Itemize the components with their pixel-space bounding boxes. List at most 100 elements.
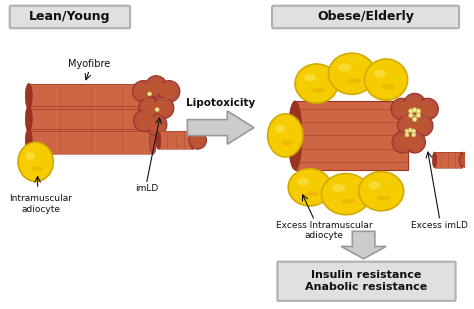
Text: Excess Intramuscular
adiocyte: Excess Intramuscular adiocyte xyxy=(276,221,373,240)
FancyBboxPatch shape xyxy=(9,6,130,28)
Ellipse shape xyxy=(409,109,413,113)
Text: Myofibre: Myofibre xyxy=(68,59,110,69)
Ellipse shape xyxy=(432,152,437,168)
Ellipse shape xyxy=(156,132,161,149)
Ellipse shape xyxy=(405,133,409,137)
Ellipse shape xyxy=(312,88,325,93)
Ellipse shape xyxy=(149,79,164,94)
Ellipse shape xyxy=(416,113,421,118)
Ellipse shape xyxy=(155,100,171,116)
Ellipse shape xyxy=(191,132,195,149)
Ellipse shape xyxy=(152,97,174,119)
Polygon shape xyxy=(29,83,153,109)
Ellipse shape xyxy=(411,115,433,136)
Ellipse shape xyxy=(295,64,338,103)
Ellipse shape xyxy=(416,109,421,113)
Ellipse shape xyxy=(412,108,417,112)
Ellipse shape xyxy=(407,96,422,112)
Ellipse shape xyxy=(460,152,464,168)
Ellipse shape xyxy=(404,132,426,153)
Ellipse shape xyxy=(137,113,152,128)
Text: Intramuscular
adiocyte: Intramuscular adiocyte xyxy=(9,194,72,214)
Text: Obese/Elderly: Obese/Elderly xyxy=(317,11,414,23)
Ellipse shape xyxy=(282,140,292,146)
Ellipse shape xyxy=(18,142,53,181)
Ellipse shape xyxy=(368,181,381,189)
Ellipse shape xyxy=(417,98,438,120)
Ellipse shape xyxy=(407,135,422,150)
Ellipse shape xyxy=(146,114,167,135)
Ellipse shape xyxy=(415,118,430,133)
Ellipse shape xyxy=(395,135,410,150)
Ellipse shape xyxy=(32,166,43,171)
Text: Insulin resistance
Anabolic resistance: Insulin resistance Anabolic resistance xyxy=(305,270,428,292)
Ellipse shape xyxy=(404,93,426,115)
Ellipse shape xyxy=(146,76,167,97)
Text: Lean/Young: Lean/Young xyxy=(29,11,110,23)
Ellipse shape xyxy=(365,59,408,100)
Ellipse shape xyxy=(25,83,32,109)
Ellipse shape xyxy=(401,118,416,133)
Ellipse shape xyxy=(412,117,417,121)
Polygon shape xyxy=(435,152,462,168)
Ellipse shape xyxy=(394,101,409,116)
Ellipse shape xyxy=(459,152,474,168)
Ellipse shape xyxy=(142,100,157,116)
Polygon shape xyxy=(187,111,254,144)
Ellipse shape xyxy=(275,125,285,133)
Ellipse shape xyxy=(359,171,404,211)
Ellipse shape xyxy=(374,69,385,78)
FancyBboxPatch shape xyxy=(272,6,459,28)
Ellipse shape xyxy=(405,129,409,133)
Ellipse shape xyxy=(304,74,316,82)
Ellipse shape xyxy=(25,106,32,132)
Ellipse shape xyxy=(411,133,416,137)
FancyBboxPatch shape xyxy=(277,262,456,301)
Ellipse shape xyxy=(158,81,180,102)
Ellipse shape xyxy=(305,192,319,196)
Ellipse shape xyxy=(391,98,412,120)
Ellipse shape xyxy=(411,129,416,133)
Polygon shape xyxy=(29,129,153,154)
Text: imLD: imLD xyxy=(135,184,158,193)
Ellipse shape xyxy=(189,132,207,149)
Ellipse shape xyxy=(332,184,346,192)
Ellipse shape xyxy=(321,174,370,215)
Ellipse shape xyxy=(288,169,331,206)
Ellipse shape xyxy=(461,154,472,165)
Polygon shape xyxy=(29,106,153,132)
Ellipse shape xyxy=(268,114,303,157)
Ellipse shape xyxy=(408,128,412,132)
Text: Lipotoxicity: Lipotoxicity xyxy=(186,98,255,108)
Ellipse shape xyxy=(392,132,414,153)
Ellipse shape xyxy=(26,152,35,160)
Ellipse shape xyxy=(139,97,161,119)
Ellipse shape xyxy=(150,83,156,109)
Ellipse shape xyxy=(147,92,152,96)
Ellipse shape xyxy=(297,178,309,185)
Ellipse shape xyxy=(347,78,361,83)
Polygon shape xyxy=(295,101,408,170)
Ellipse shape xyxy=(162,84,177,99)
Ellipse shape xyxy=(328,53,375,94)
Ellipse shape xyxy=(377,196,390,201)
Polygon shape xyxy=(158,132,193,149)
Ellipse shape xyxy=(191,134,204,146)
Ellipse shape xyxy=(409,113,413,118)
Ellipse shape xyxy=(25,129,32,154)
Text: Excess imLD: Excess imLD xyxy=(411,221,468,230)
Ellipse shape xyxy=(136,84,151,99)
Ellipse shape xyxy=(341,199,356,204)
Ellipse shape xyxy=(155,108,159,112)
Polygon shape xyxy=(341,231,386,259)
Ellipse shape xyxy=(397,115,419,136)
Ellipse shape xyxy=(134,110,155,132)
Ellipse shape xyxy=(150,106,156,132)
Ellipse shape xyxy=(288,101,302,170)
Ellipse shape xyxy=(382,84,395,89)
Ellipse shape xyxy=(420,101,435,116)
Ellipse shape xyxy=(149,117,164,132)
Ellipse shape xyxy=(150,129,156,154)
Ellipse shape xyxy=(338,63,351,72)
Ellipse shape xyxy=(132,81,154,102)
